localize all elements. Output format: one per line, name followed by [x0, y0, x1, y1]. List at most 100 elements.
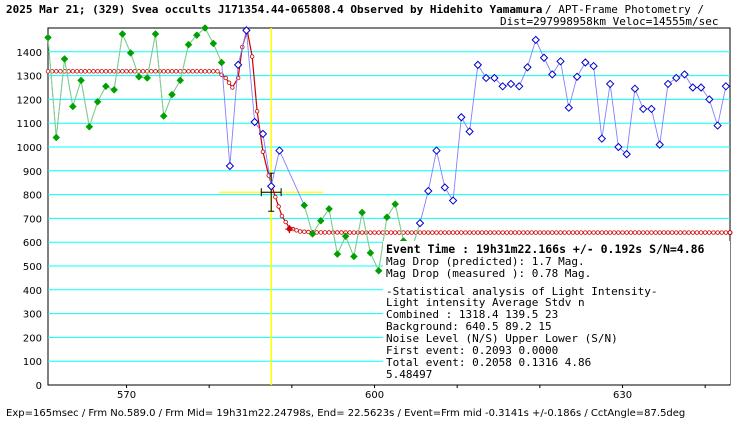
model-point	[450, 230, 456, 235]
blue-data-point	[258, 129, 268, 139]
y-tick-label: 100	[23, 357, 42, 368]
model-point	[607, 230, 613, 235]
green-data-point	[192, 31, 201, 39]
chart-header-right-line2: Dist=297998958km Veloc=14555m/sec	[500, 15, 719, 28]
blue-data-point	[225, 161, 235, 171]
green-data-point	[126, 49, 135, 57]
model-point	[570, 230, 576, 235]
blue-data-point	[614, 142, 623, 152]
y-tick-label: 600	[23, 238, 42, 249]
model-point	[397, 230, 402, 235]
model-point	[165, 69, 171, 74]
x-tick-label: 570	[117, 390, 136, 401]
blue-data-point	[440, 183, 450, 192]
model-point	[74, 69, 80, 74]
model-point	[368, 230, 373, 235]
model-point	[446, 230, 452, 235]
info-line: Background: 640.5 89.2 15	[386, 320, 552, 333]
blue-data-point	[514, 82, 524, 91]
green-data-point	[85, 122, 94, 131]
model-point	[517, 230, 522, 235]
blue-data-point	[680, 70, 689, 79]
model-point	[153, 69, 158, 74]
chart-header-right-line1: / APT-Frame Photometry /	[545, 3, 704, 16]
model-point	[479, 230, 485, 235]
y-tick-label: 700	[23, 214, 42, 225]
y-tick-label: 300	[23, 310, 42, 321]
blue-data-point	[498, 82, 507, 91]
model-point	[475, 230, 481, 235]
y-tick-label: 1400	[17, 48, 42, 59]
model-point	[297, 229, 303, 234]
model-point	[500, 230, 505, 235]
blue-data-point	[250, 117, 259, 127]
blue-data-point	[564, 103, 574, 112]
blue-data-point	[548, 70, 557, 79]
model-point	[409, 230, 414, 235]
model-point	[372, 230, 377, 235]
model-point	[682, 230, 687, 235]
green-data-point	[60, 55, 69, 63]
model-point	[653, 230, 658, 235]
event-time-line: Event Time : 19h31m22.166s +/- 0.192s S/…	[386, 242, 705, 256]
model-point	[467, 230, 472, 235]
model-point	[140, 69, 146, 74]
green-data-point	[350, 252, 358, 261]
y-tick-label: 400	[23, 286, 42, 297]
model-point	[276, 204, 281, 209]
model-point	[686, 230, 691, 235]
blue-data-point	[663, 79, 673, 89]
x-tick-label: 630	[613, 390, 632, 401]
blue-data-point	[581, 58, 590, 67]
info-line: Noise Level (N/S) Upper Lower (S/N)	[386, 332, 618, 345]
green-data-point	[300, 201, 309, 210]
model-point	[434, 230, 439, 235]
model-point	[322, 230, 328, 235]
chart-footer: Exp=165msec / Frm No.589.0 / Frm Mid= 19…	[6, 408, 685, 419]
model-point	[132, 69, 137, 74]
blue-data-point	[589, 61, 598, 71]
green-data-point	[201, 24, 209, 32]
model-point	[215, 69, 220, 74]
model-point	[260, 149, 266, 154]
model-point	[194, 69, 199, 74]
model-point	[525, 230, 530, 235]
green-data-point	[68, 102, 77, 111]
model-point	[657, 230, 662, 235]
green-data-point	[325, 205, 333, 213]
green-data-point	[151, 30, 160, 38]
y-tick-label: 200	[23, 333, 42, 344]
info-extra-value: 5.48497	[386, 368, 432, 381]
y-tick-label: 1000	[17, 143, 42, 154]
model-point	[636, 230, 642, 235]
blue-data-point	[655, 140, 664, 149]
green-data-point	[358, 208, 366, 217]
y-tick-label: 0	[36, 381, 42, 392]
blue-data-point	[481, 73, 491, 83]
blue-data-point	[672, 73, 681, 83]
model-point	[426, 230, 431, 235]
model-point	[471, 230, 476, 235]
model-point	[711, 230, 716, 235]
model-point	[508, 230, 514, 235]
green-data-point	[374, 266, 383, 275]
green-data-point	[135, 72, 143, 81]
green-data-point	[52, 133, 61, 142]
model-point	[339, 230, 344, 235]
model-point	[574, 230, 580, 235]
blue-data-point	[622, 149, 631, 159]
model-point	[723, 230, 729, 235]
model-point	[318, 230, 323, 235]
model-point	[496, 230, 501, 235]
model-point	[488, 230, 493, 235]
model-point	[620, 230, 625, 235]
model-point	[727, 230, 733, 235]
model-point	[719, 230, 724, 235]
model-point	[603, 230, 609, 235]
blue-data-point	[523, 63, 532, 72]
model-point	[45, 69, 51, 74]
info-line: Light intensity Average Stdv n	[386, 296, 585, 309]
model-point	[587, 230, 592, 235]
model-point	[384, 230, 390, 235]
event-dot	[286, 226, 292, 232]
